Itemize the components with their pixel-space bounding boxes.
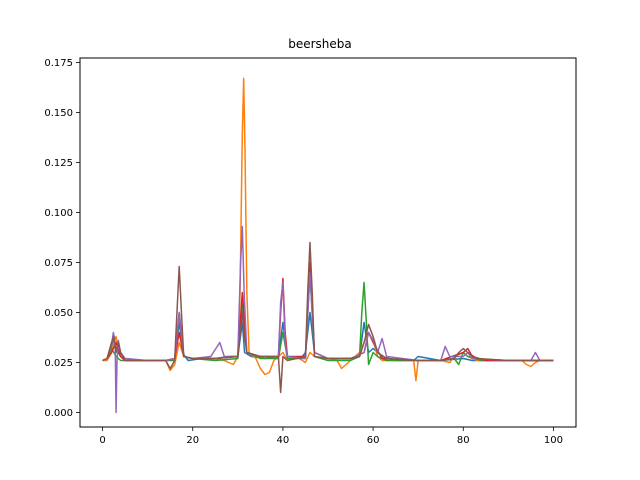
x-axis: 0 20 40 60 80 100 — [99, 427, 563, 446]
x-tick-label: 20 — [186, 435, 199, 446]
y-tick-label: 0.000 — [44, 408, 73, 419]
x-tick-label: 80 — [457, 435, 470, 446]
y-tick-label: 0.025 — [44, 358, 73, 369]
series-layer — [102, 77, 554, 414]
x-tick-label: 40 — [277, 435, 290, 446]
plot-area-frame — [79, 57, 577, 428]
y-tick-label: 0.175 — [44, 58, 73, 69]
x-tick-label: 0 — [99, 435, 105, 446]
y-tick-label: 0.075 — [44, 258, 73, 269]
x-tick-label: 60 — [367, 435, 380, 446]
y-tick-label: 0.100 — [44, 208, 73, 219]
x-tick-label: 100 — [544, 435, 563, 446]
y-axis: 0.000 0.025 0.050 0.075 0.100 0.125 0.150 0.175 — [44, 58, 80, 419]
series-line-6 — [102, 241, 554, 394]
y-tick-label: 0.050 — [44, 308, 73, 319]
chart-title: beersheba — [288, 37, 352, 51]
y-tick-label: 0.150 — [44, 108, 73, 119]
y-tick-label: 0.125 — [44, 158, 73, 169]
